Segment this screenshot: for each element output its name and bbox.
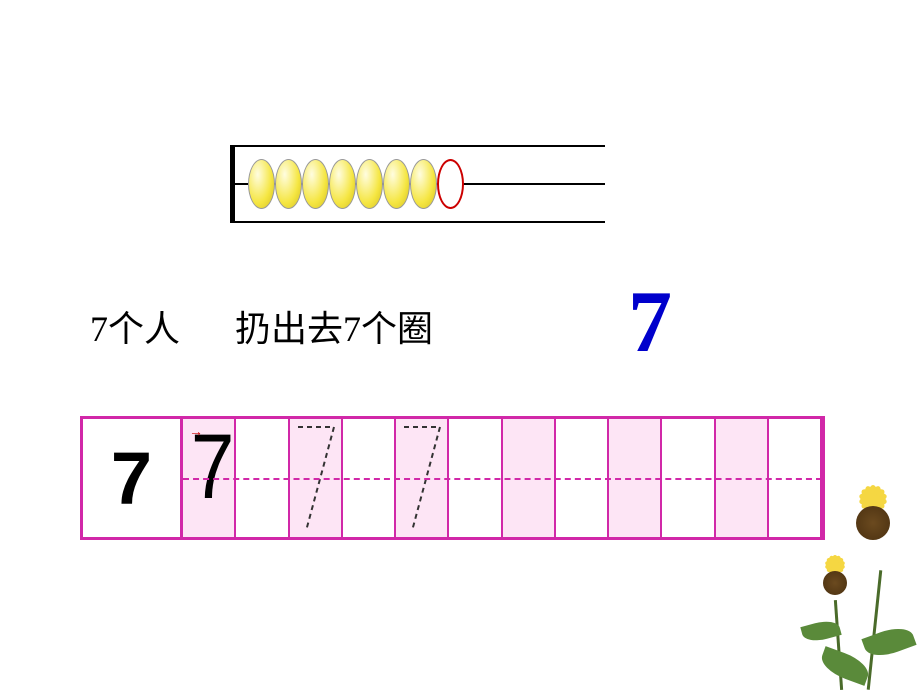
sunflower-head (812, 560, 858, 606)
caption-row: 7个人 扔出去7个圈 (90, 300, 433, 352)
bead-filled (329, 159, 356, 209)
traced-seven-dashed (396, 419, 447, 537)
sunflower-head (842, 492, 904, 554)
stroke-arrow-icon: → (189, 425, 203, 441)
flower-stem (867, 570, 883, 690)
flower-center (856, 506, 890, 540)
practice-cell (449, 419, 502, 537)
caption-people: 7个人 (90, 300, 180, 352)
big-number-seven: 7 (628, 272, 672, 373)
traced-seven-dashed (290, 419, 341, 537)
practice-cell (396, 419, 449, 537)
practice-cell (662, 419, 715, 537)
practice-cell (556, 419, 609, 537)
practice-cell (609, 419, 662, 537)
bead-outline (437, 159, 464, 209)
caption-rings: 扔出去7个圈 (235, 300, 433, 352)
practice-cell: 7→ (183, 419, 236, 537)
sunflower-decoration (780, 470, 920, 690)
bead-filled (248, 159, 275, 209)
abacus-line-bot (230, 221, 605, 223)
example-digit-cell: 7 (83, 419, 183, 537)
bead-filled (410, 159, 437, 209)
abacus-line-top (230, 145, 605, 147)
bead-filled (302, 159, 329, 209)
practice-cell (503, 419, 556, 537)
practice-cell (236, 419, 289, 537)
abacus-left-bar (230, 145, 235, 223)
writing-practice-grid: 7 7→ (80, 416, 825, 540)
practice-cell (716, 419, 769, 537)
bead-filled (356, 159, 383, 209)
bead-filled (275, 159, 302, 209)
practice-cell (290, 419, 343, 537)
flower-center (823, 571, 847, 595)
abacus-diagram (230, 145, 605, 225)
practice-cell (343, 419, 396, 537)
practice-cells-container: 7→ (183, 419, 822, 537)
leaf-icon (817, 646, 872, 686)
bead-filled (383, 159, 410, 209)
